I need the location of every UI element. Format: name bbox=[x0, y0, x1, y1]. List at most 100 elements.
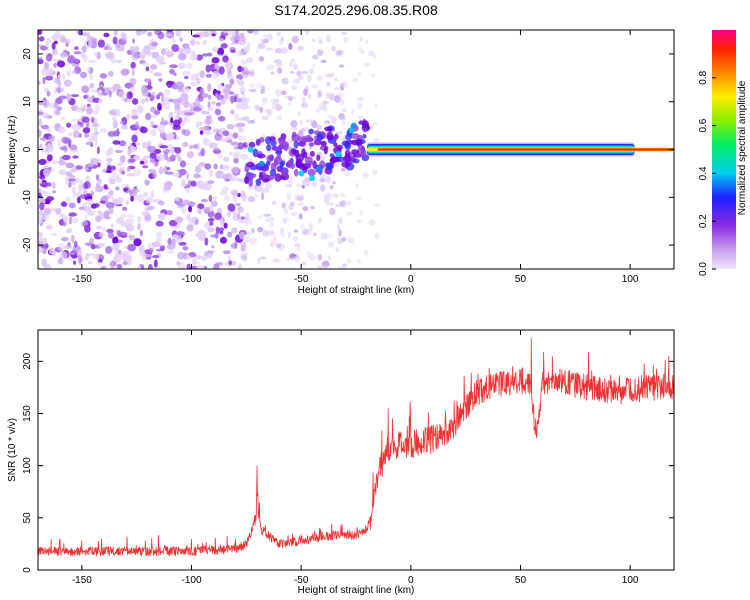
spectrogram-blob bbox=[304, 156, 313, 164]
spectrogram-blob bbox=[48, 135, 56, 142]
spectrogram-blob bbox=[232, 132, 239, 139]
spectrogram-blob bbox=[221, 164, 230, 171]
spectrogram-blob bbox=[122, 261, 128, 266]
spectrogram-blob bbox=[222, 185, 229, 192]
spectrogram-blob bbox=[374, 232, 380, 240]
spectrogram-blob bbox=[204, 163, 212, 170]
spectrogram-blob bbox=[223, 156, 230, 163]
spectrogram-blob bbox=[352, 77, 359, 83]
spectrogram-blob bbox=[196, 54, 203, 61]
spectrogram-blob bbox=[186, 62, 193, 69]
spectrogram-blob bbox=[338, 64, 345, 68]
spectrogram-blob bbox=[362, 172, 369, 179]
spectrogram-blob bbox=[357, 72, 362, 76]
spectrogram-blob bbox=[85, 198, 94, 206]
spectrogram-blob bbox=[154, 149, 162, 154]
spectrogram-blob bbox=[222, 93, 231, 99]
spectrogram-blob bbox=[119, 231, 128, 237]
spectrogram-blob bbox=[300, 223, 305, 230]
spectrogram-blob bbox=[99, 200, 106, 204]
spectrogram-blob bbox=[41, 112, 50, 119]
spectrogram-blob bbox=[274, 48, 282, 54]
spectrogram-blob bbox=[320, 184, 326, 192]
spectrogram-blob bbox=[81, 104, 87, 112]
spectrogram-blob bbox=[326, 134, 335, 140]
spectrogram-blob bbox=[197, 229, 207, 239]
spectrogram-blob bbox=[339, 192, 347, 198]
spectrogram-blob bbox=[140, 126, 148, 134]
spectrogram-blob bbox=[318, 40, 323, 44]
spectrogram-blob bbox=[169, 64, 178, 68]
spectrogram-blob bbox=[291, 96, 297, 100]
spectrogram-blob bbox=[148, 263, 153, 269]
spectrogram-blob bbox=[291, 85, 297, 91]
spectrogram-blob bbox=[78, 206, 86, 211]
spectrogram-blob bbox=[150, 41, 158, 47]
spectrogram-blob bbox=[258, 160, 265, 167]
spectrogram-blob bbox=[256, 186, 265, 192]
spectrogram-blob bbox=[186, 263, 191, 269]
spectrogram-blob bbox=[144, 179, 150, 186]
spectrogram-blob bbox=[299, 193, 304, 202]
spectrogram-blob bbox=[179, 160, 187, 168]
snr-x-tick-label: -100 bbox=[182, 575, 202, 586]
spectrogram-blob bbox=[240, 241, 247, 247]
spectrogram-blob bbox=[107, 231, 114, 239]
spectrogram-blob bbox=[90, 203, 97, 209]
spectrogram-blob bbox=[341, 31, 348, 35]
spectrogram-blob bbox=[54, 30, 61, 36]
spectrogram-blob bbox=[125, 224, 135, 232]
spectrogram-blob bbox=[91, 123, 100, 127]
spectrogram-blob bbox=[164, 187, 172, 191]
spectrogram-blob bbox=[79, 194, 88, 200]
spectrogram-blob bbox=[65, 162, 75, 169]
spectrogram-blob bbox=[52, 249, 56, 257]
spectrogram-blob bbox=[131, 98, 139, 105]
spectrogram-blob bbox=[225, 62, 231, 70]
spectrogram-blob bbox=[125, 200, 129, 205]
spectrogram-blob bbox=[344, 170, 350, 177]
spectrogram-blob bbox=[227, 209, 232, 218]
spectrogram-blob bbox=[106, 87, 115, 94]
spectrogram-blob bbox=[162, 149, 171, 154]
spectrogram-blob bbox=[177, 251, 185, 260]
spectrogram-blob bbox=[177, 52, 187, 61]
colorbar-tick-label: 0.2 bbox=[698, 214, 709, 228]
spectrogram-blob bbox=[337, 237, 344, 245]
spectrogram-blob bbox=[249, 173, 257, 179]
spectrogram-blob bbox=[372, 54, 377, 58]
spectrogram-blob bbox=[51, 42, 56, 50]
spectrogram-blob bbox=[234, 240, 238, 249]
spectrogram-blob bbox=[145, 112, 152, 121]
spectrogram-blob bbox=[126, 214, 135, 218]
spectrogram-blob bbox=[251, 227, 255, 234]
spectrogram-blob bbox=[370, 73, 375, 78]
spectrogram-blob bbox=[237, 79, 245, 86]
spectrogram-blob bbox=[234, 112, 239, 121]
spectrogram-blob bbox=[69, 144, 78, 151]
spectrogram-blob bbox=[133, 238, 142, 247]
spectrogram-blob bbox=[210, 200, 218, 207]
spectrogram-blob bbox=[238, 135, 247, 142]
spectrogram-blob bbox=[47, 143, 52, 147]
spectrogram-blob bbox=[42, 168, 51, 177]
spectrogram-blob bbox=[335, 151, 342, 158]
spectrogram-blob bbox=[254, 184, 258, 190]
spectrogram-blob bbox=[269, 221, 274, 228]
snr-y-tick-label: 100 bbox=[22, 457, 33, 474]
spectrogram-blob bbox=[230, 141, 239, 146]
spectrogram-blob bbox=[336, 144, 343, 151]
spectrogram-blob bbox=[51, 34, 60, 41]
spectrogram-blob bbox=[301, 70, 309, 75]
spectrogram-blob bbox=[286, 192, 292, 201]
spectrogram-blob bbox=[207, 106, 213, 111]
snr-y-label: SNR (10 * v/v) bbox=[7, 418, 18, 482]
spectrogram-blob bbox=[98, 242, 106, 248]
spectrogram-blob bbox=[275, 149, 283, 155]
spectrogram-blob bbox=[94, 127, 98, 132]
spectrogram-blob bbox=[177, 62, 187, 70]
spectrogram-blob bbox=[182, 246, 189, 251]
spectrogram-blob bbox=[55, 97, 63, 105]
snr-y-tick-label: 0 bbox=[22, 567, 33, 573]
spectrogram-blob bbox=[333, 86, 340, 91]
